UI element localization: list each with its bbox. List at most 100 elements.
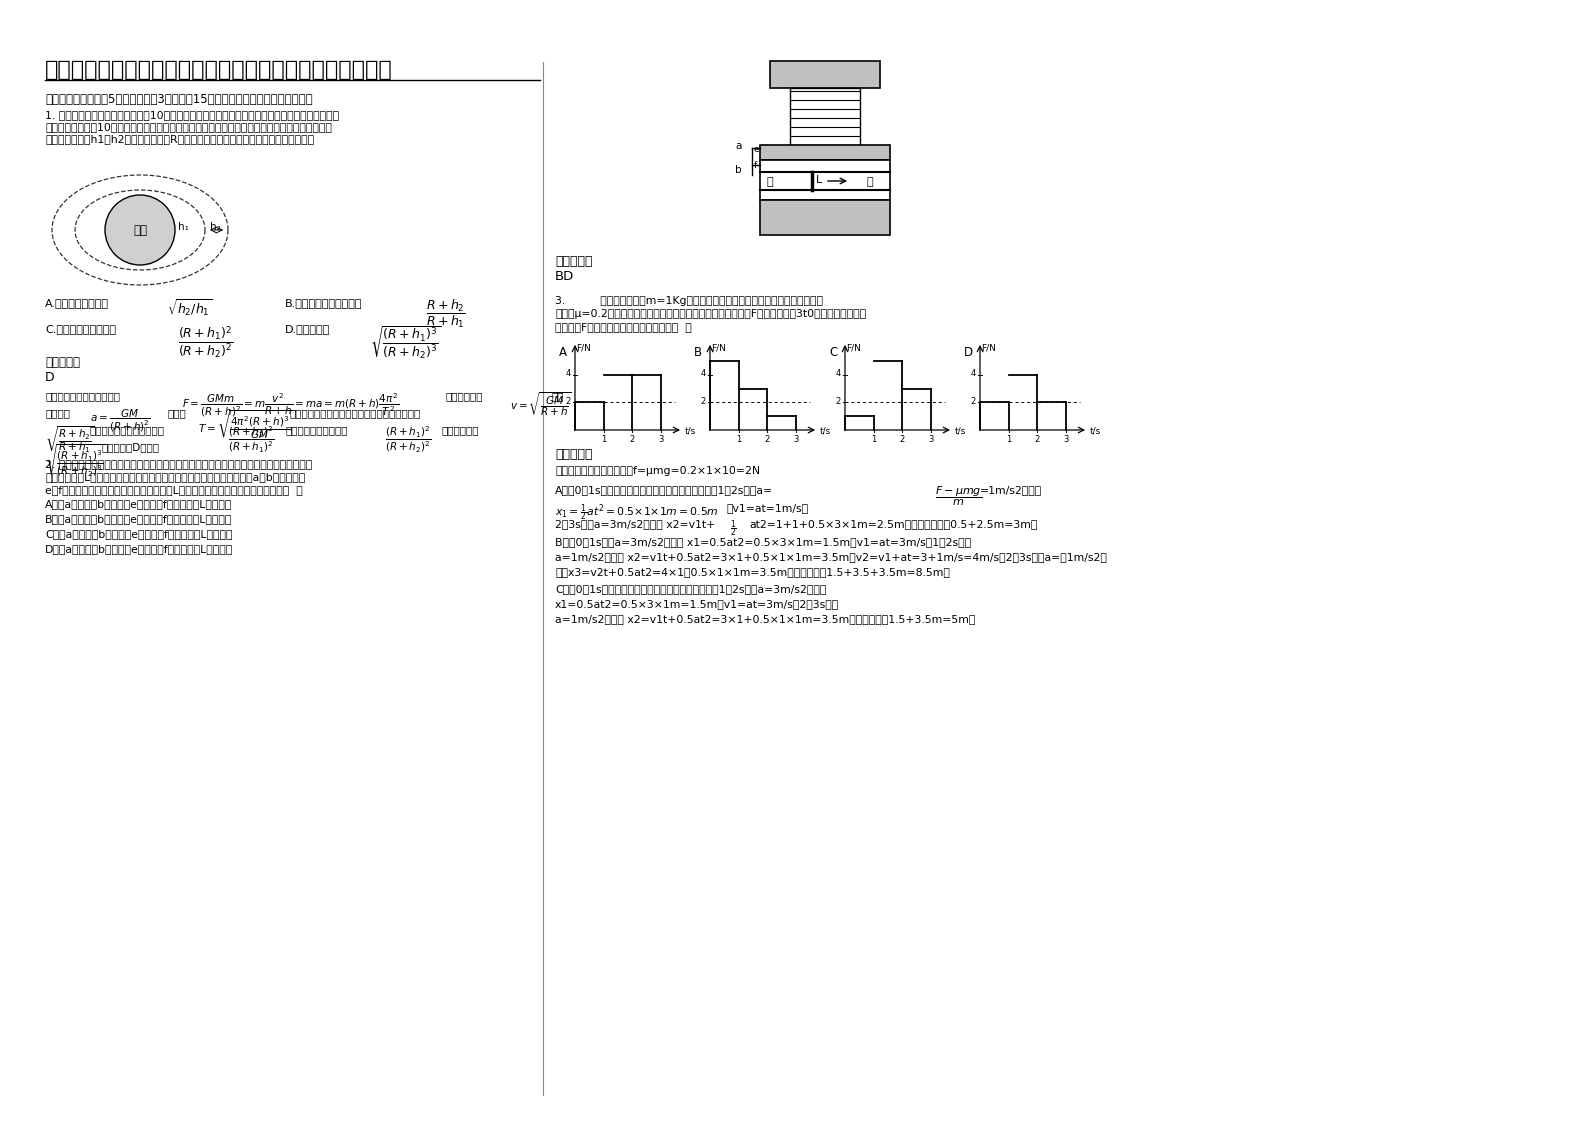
Bar	[760, 145, 890, 160]
Text: 2. 图中装置可演示磁场对通电导线的作用。电磁铁上下两磁极之间某一水平面内固定两条平: 2. 图中装置可演示磁场对通电导线的作用。电磁铁上下两磁极之间某一水平面内固定两…	[44, 459, 313, 469]
Text: ，向心加速度大小之比: ，向心加速度大小之比	[286, 425, 348, 435]
Text: 心加速度: 心加速度	[44, 408, 70, 419]
Bar	[760, 160, 890, 200]
Text: 1: 1	[736, 435, 741, 444]
Text: $T=\sqrt{\dfrac{4\pi^2(R+h)^3}{GM}}$: $T=\sqrt{\dfrac{4\pi^2(R+h)^3}{GM}}$	[198, 408, 292, 441]
Text: a=1m/s2，位移 x2=v1t+0.5at2=3×1+0.5×1×1m=3.5m，总位移为：1.5+3.5m=5m；: a=1m/s2，位移 x2=v1t+0.5at2=3×1+0.5×1×1m=3.…	[555, 614, 976, 624]
Text: 4: 4	[565, 369, 571, 378]
Text: 因数为μ=0.2。现对物体施加一个大小变化、方向不变的水平力F，为使物体在3t0时间内发生的位移: 因数为μ=0.2。现对物体施加一个大小变化、方向不变的水平力F，为使物体在3t0…	[555, 309, 867, 319]
Text: ，v1=at=1m/s；: ，v1=at=1m/s；	[725, 503, 808, 513]
Text: ，解得线速度: ，解得线速度	[444, 390, 482, 401]
Text: x1=0.5at2=0.5×3×1m=1.5m，v1=at=3m/s；2－3s内，: x1=0.5at2=0.5×3×1m=1.5m，v1=at=3m/s；2－3s内…	[555, 599, 840, 609]
Text: 3: 3	[794, 435, 798, 444]
Text: D: D	[44, 371, 54, 384]
Text: 由万有引力提供向心力可得: 由万有引力提供向心力可得	[44, 390, 121, 401]
Text: C、在0－1s内，拉力小于最大静摩擦力，物体静止，1－2s内，a=3m/s2，位移: C、在0－1s内，拉力小于最大静摩擦力，物体静止，1－2s内，a=3m/s2，位…	[555, 583, 827, 594]
Text: 3: 3	[659, 435, 663, 444]
Text: 1: 1	[601, 435, 606, 444]
Text: $\sqrt{\dfrac{R+h_2}{R+h_1}}$: $\sqrt{\dfrac{R+h_2}{R+h_1}}$	[44, 425, 94, 456]
Text: $\frac{1}{2}$: $\frac{1}{2}$	[730, 519, 736, 541]
Text: ，只有选项D正确。: ，只有选项D正确。	[102, 442, 160, 452]
Text: D: D	[963, 346, 973, 359]
Text: 4: 4	[836, 369, 841, 378]
Text: h₂: h₂	[209, 222, 221, 232]
Text: $v=\sqrt{\dfrac{GM}{R+h}}$: $v=\sqrt{\dfrac{GM}{R+h}}$	[509, 390, 571, 420]
Text: $\dfrac{F-\mu mg}{m}$: $\dfrac{F-\mu mg}{m}$	[935, 485, 982, 508]
Text: C.向心加速度大小之比: C.向心加速度大小之比	[44, 324, 116, 334]
Text: $F=\dfrac{GMm}{(R+h)^2}=m\dfrac{v^2}{R+h}=ma=m(R+h)\dfrac{4\pi^2}{T^2}$: $F=\dfrac{GMm}{(R+h)^2}=m\dfrac{v^2}{R+h…	[183, 390, 400, 419]
Text: e: e	[754, 145, 760, 154]
Text: $\dfrac{(R+h_1)^2}{(R+h_2)^2}$: $\dfrac{(R+h_1)^2}{(R+h_2)^2}$	[386, 425, 432, 456]
Text: C: C	[828, 346, 838, 359]
Text: D.周期之比为: D.周期之比为	[286, 324, 330, 334]
Text: 右: 右	[867, 177, 873, 187]
Text: 2: 2	[900, 435, 905, 444]
Text: 1. 据报道，我国将于今年发射神舟10号载人飞船与天宫一号目标飞行器对接，届时天宫一号将下调: 1. 据报道，我国将于今年发射神舟10号载人飞船与天宫一号目标飞行器对接，届时天…	[44, 110, 340, 120]
Text: t/s: t/s	[820, 426, 832, 435]
Text: $x_1=\frac{1}{2}at^2=0.5×1×1m=0.5m$: $x_1=\frac{1}{2}at^2=0.5×1×1m=0.5m$	[555, 503, 719, 524]
Text: 左: 左	[767, 177, 773, 187]
Text: $a=\dfrac{GM}{(R+h)^2}$: $a=\dfrac{GM}{(R+h)^2}$	[90, 408, 151, 434]
Text: 4: 4	[971, 369, 976, 378]
Bar	[760, 200, 890, 234]
Text: 1: 1	[1006, 435, 1011, 444]
Text: $\sqrt{\dfrac{(R+h_1)^3}{(R+h_2)^3}}$: $\sqrt{\dfrac{(R+h_1)^3}{(R+h_2)^3}}$	[370, 324, 441, 360]
Text: 一、选择题：本题共5小题，每小题3分，共计15分。每小题只有一个选项符合题意: 一、选择题：本题共5小题，每小题3分，共计15分。每小题只有一个选项符合题意	[44, 93, 313, 105]
Text: $\dfrac{(R+h_2)^2}{(R+h_1)^2}$: $\dfrac{(R+h_2)^2}{(R+h_1)^2}$	[229, 425, 275, 456]
Text: t/s: t/s	[686, 426, 697, 435]
Text: 参考答案：: 参考答案：	[555, 448, 592, 461]
Text: e、f，分别接到两个不同的直流电源上时，L便在导轨上滑动。下列说法正确的是（  ）: e、f，分别接到两个不同的直流电源上时，L便在导轨上滑动。下列说法正确的是（ ）	[44, 485, 303, 495]
Text: $\dfrac{(R+h_1)^2}{(R+h_2)^2}$: $\dfrac{(R+h_1)^2}{(R+h_2)^2}$	[178, 324, 233, 360]
Text: BD: BD	[555, 270, 574, 283]
Text: F/N: F/N	[846, 343, 860, 352]
Text: 2: 2	[701, 397, 706, 406]
Text: a: a	[736, 141, 743, 151]
Text: ，向: ，向	[551, 390, 563, 401]
Text: 2: 2	[836, 397, 841, 406]
Text: C、若a接负极，b接正极，e接正极，f接负极，则L向左滑动: C、若a接负极，b接正极，e接正极，f接负极，则L向左滑动	[44, 528, 233, 539]
Text: ，所受地球引力大小之比为: ，所受地球引力大小之比为	[90, 425, 165, 435]
Text: 面的高度分别为h1和h2（设地球半径为R，忽略地球自转的影响），则天宫一号调整前后: 面的高度分别为h1和h2（设地球半径为R，忽略地球自转的影响），则天宫一号调整前…	[44, 134, 314, 144]
Text: $\sqrt{h_2/h_1}$: $\sqrt{h_2/h_1}$	[167, 298, 213, 319]
Text: 4: 4	[701, 369, 706, 378]
Text: ，综上可得天宫一号调整前后线速度大小之比为: ，综上可得天宫一号调整前后线速度大小之比为	[290, 408, 421, 419]
Text: 2－3s内，a=3m/s2，位移 x2=v1t+: 2－3s内，a=3m/s2，位移 x2=v1t+	[555, 519, 716, 528]
Text: 3: 3	[928, 435, 933, 444]
Text: 位移x3=v2t+0.5at2=4×1－0.5×1×1m=3.5m，总位移为：1.5+3.5+3.5m=8.5m；: 位移x3=v2t+0.5at2=4×1－0.5×1×1m=3.5m，总位移为：1…	[555, 567, 951, 577]
Text: ，周期之比为: ，周期之比为	[443, 425, 479, 435]
Text: 2: 2	[765, 435, 770, 444]
Bar	[770, 61, 881, 88]
Text: 3: 3	[1063, 435, 1068, 444]
Text: h₁: h₁	[178, 222, 189, 232]
Text: A.线速度大小之比为: A.线速度大小之比为	[44, 298, 110, 309]
Text: 2: 2	[971, 397, 976, 406]
Text: =1m/s2，位移: =1m/s2，位移	[981, 485, 1043, 495]
Text: A、在0－1s内，拉力小于最大静摩擦力，物体静止，1－2s内，a=: A、在0－1s内，拉力小于最大静摩擦力，物体静止，1－2s内，a=	[555, 485, 773, 495]
Text: 参考答案：: 参考答案：	[555, 255, 592, 268]
Text: 地球: 地球	[133, 223, 148, 237]
Text: 最大，力F的大小应如下面的哪一幅图示（  ）: 最大，力F的大小应如下面的哪一幅图示（ ）	[555, 322, 692, 332]
Text: B: B	[694, 346, 701, 359]
Text: B.所受地球引力大小之比: B.所受地球引力大小之比	[286, 298, 362, 309]
Text: t/s: t/s	[1090, 426, 1101, 435]
Text: D、若a接负极，b接正极，e接负极，f接正极，则L向左滑动: D、若a接负极，b接正极，e接负极，f接正极，则L向左滑动	[44, 544, 233, 554]
Text: F/N: F/N	[981, 343, 997, 352]
Text: F/N: F/N	[711, 343, 725, 352]
Text: 解：物体的最大静摩擦力为f=μmg=0.2×1×10=2N: 解：物体的最大静摩擦力为f=μmg=0.2×1×10=2N	[555, 466, 760, 476]
Text: 行金属导轨。L是置于导轨上并与导轨垂直的金属杆。当电磁铁线圈两端a、b、导轨两端: 行金属导轨。L是置于导轨上并与导轨垂直的金属杆。当电磁铁线圈两端a、b、导轨两端	[44, 472, 305, 482]
Text: F/N: F/N	[576, 343, 590, 352]
Text: 1: 1	[871, 435, 876, 444]
Text: 参考答案：: 参考答案：	[44, 356, 79, 369]
Text: ，周期: ，周期	[168, 408, 187, 419]
Text: b: b	[735, 165, 743, 175]
Text: t/s: t/s	[955, 426, 966, 435]
Text: $\dfrac{R+h_2}{R+h_1}$: $\dfrac{R+h_2}{R+h_1}$	[425, 298, 467, 330]
Text: B、在0－1s内，a=3m/s2，位移 x1=0.5at2=0.5×3×1m=1.5m，v1=at=3m/s；1－2s内，: B、在0－1s内，a=3m/s2，位移 x1=0.5at2=0.5×3×1m=1…	[555, 537, 971, 548]
Text: 3.          （单选）质量为m=1Kg的物体在水平面上，物体与水平面之间的动摩擦: 3. （单选）质量为m=1Kg的物体在水平面上，物体与水平面之间的动摩擦	[555, 296, 824, 306]
Text: 河北省保定市张家口私立第一中学高三物理模拟试题含解析: 河北省保定市张家口私立第一中学高三物理模拟试题含解析	[44, 59, 392, 80]
Text: L: L	[816, 175, 822, 185]
Text: A、若a接正极，b接负极，e接正极，f接负极，则L向右滑动: A、若a接正极，b接负极，e接正极，f接负极，则L向右滑动	[44, 499, 232, 509]
Text: 飞行高度迎接神舟10号载人飞船以实现顺利对接。如图所示，天宫一号调整前后做圆周运动距离地: 飞行高度迎接神舟10号载人飞船以实现顺利对接。如图所示，天宫一号调整前后做圆周运…	[44, 122, 332, 132]
Text: A: A	[559, 346, 567, 359]
Circle shape	[105, 195, 175, 265]
